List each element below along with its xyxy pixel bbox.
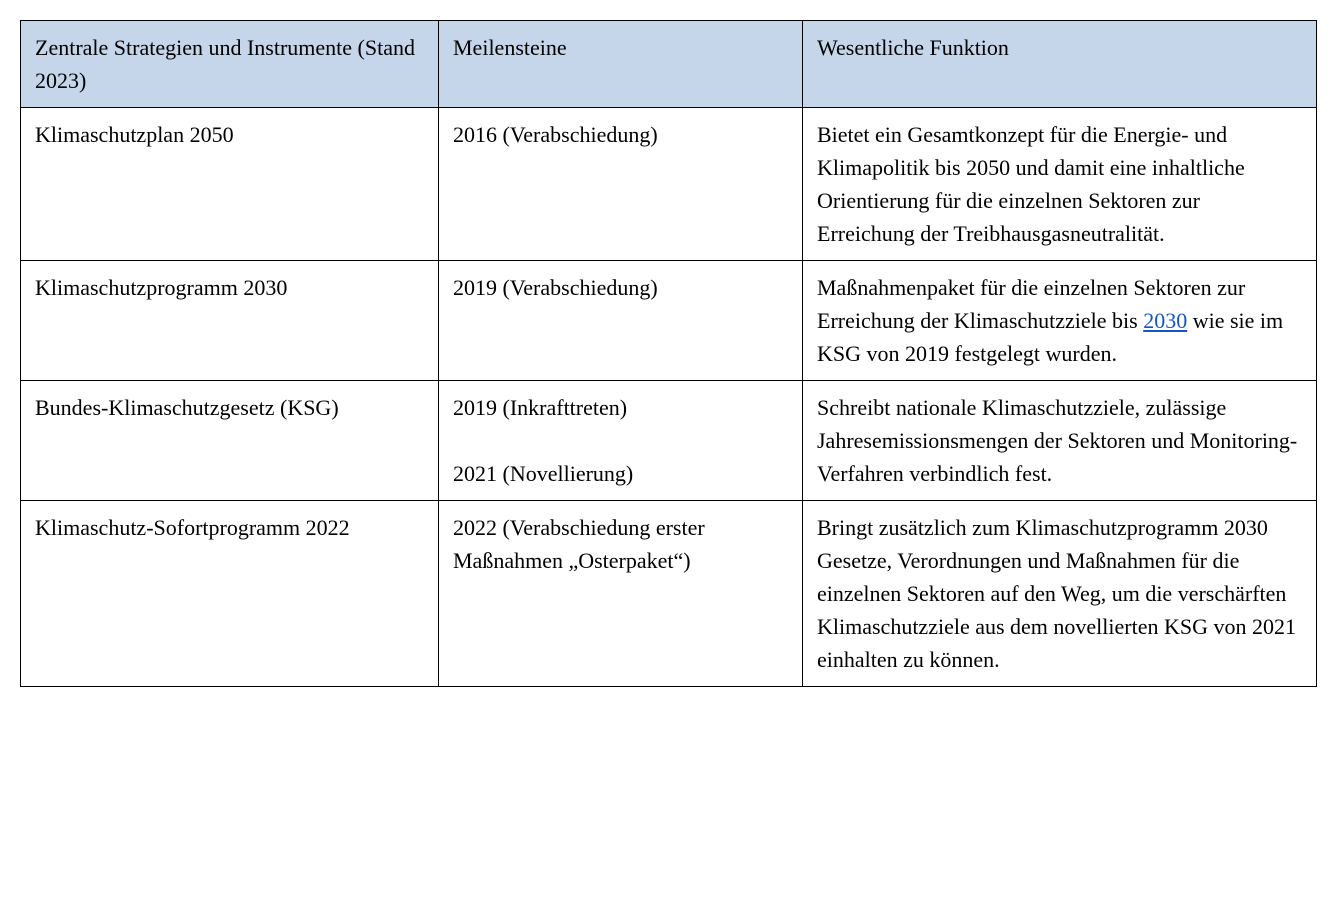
cell-function: Bietet ein Gesamtkonzept für die Energie… bbox=[803, 108, 1317, 261]
header-milestones: Meilensteine bbox=[439, 21, 803, 108]
function-text-pre: Schreibt nationale Klimaschutzziele, zul… bbox=[817, 395, 1297, 486]
table-row: Klimaschutzplan 2050 2016 (Verabschiedung… bbox=[21, 108, 1317, 261]
table-row: Klimaschutzprogramm 2030 2019 (Verabschie… bbox=[21, 261, 1317, 381]
strategies-table: Zentrale Strategien und Instrumente (Sta… bbox=[20, 20, 1317, 687]
function-text-pre: Bringt zusätzlich zum Klimaschutzprogram… bbox=[817, 515, 1296, 672]
table-row: Klimaschutz-Sofortprogramm 20222022 (Ver… bbox=[21, 501, 1317, 687]
function-link[interactable]: 2030 bbox=[1143, 308, 1187, 333]
milestone-text: 2019 (Verabschiedung) bbox=[453, 271, 788, 304]
cell-strategy: Klimaschutz-Sofortprogramm 2022 bbox=[21, 501, 439, 687]
cell-function: Bringt zusätzlich zum Klimaschutzprogram… bbox=[803, 501, 1317, 687]
cell-strategy: Bundes-Klimaschutzgesetz (KSG) bbox=[21, 381, 439, 501]
header-strategy: Zentrale Strategien und Instrumente (Sta… bbox=[21, 21, 439, 108]
cell-function: Maßnahmenpaket für die einzelnen Sektore… bbox=[803, 261, 1317, 381]
cell-milestones: 2022 (Verabschiedung erster Maßnahmen „O… bbox=[439, 501, 803, 687]
milestone-text: 2019 (Inkrafttreten) bbox=[453, 391, 788, 424]
cell-milestones: 2019 (Inkrafttreten) 2021 (Novellierung) bbox=[439, 381, 803, 501]
milestone-text: 2016 (Verabschiedung) bbox=[453, 118, 788, 151]
cell-milestones: 2016 (Verabschiedung) bbox=[439, 108, 803, 261]
cell-milestones: 2019 (Verabschiedung) bbox=[439, 261, 803, 381]
milestone-gap bbox=[453, 424, 788, 457]
cell-strategy: Klimaschutzplan 2050 bbox=[21, 108, 439, 261]
table-body: Klimaschutzplan 2050 2016 (Verabschiedung… bbox=[21, 108, 1317, 687]
header-function: Wesentliche Funktion bbox=[803, 21, 1317, 108]
milestone-text: 2021 (Novellierung) bbox=[453, 457, 788, 490]
table-header-row: Zentrale Strategien und Instrumente (Sta… bbox=[21, 21, 1317, 108]
cell-function: Schreibt nationale Klimaschutzziele, zul… bbox=[803, 381, 1317, 501]
milestone-text: 2022 (Verabschiedung erster Maßnahmen „O… bbox=[453, 511, 788, 577]
function-text-pre: Bietet ein Gesamtkonzept für die Energie… bbox=[817, 122, 1245, 246]
table-row: Bundes-Klimaschutzgesetz (KSG)2019 (Inkr… bbox=[21, 381, 1317, 501]
cell-strategy: Klimaschutzprogramm 2030 bbox=[21, 261, 439, 381]
